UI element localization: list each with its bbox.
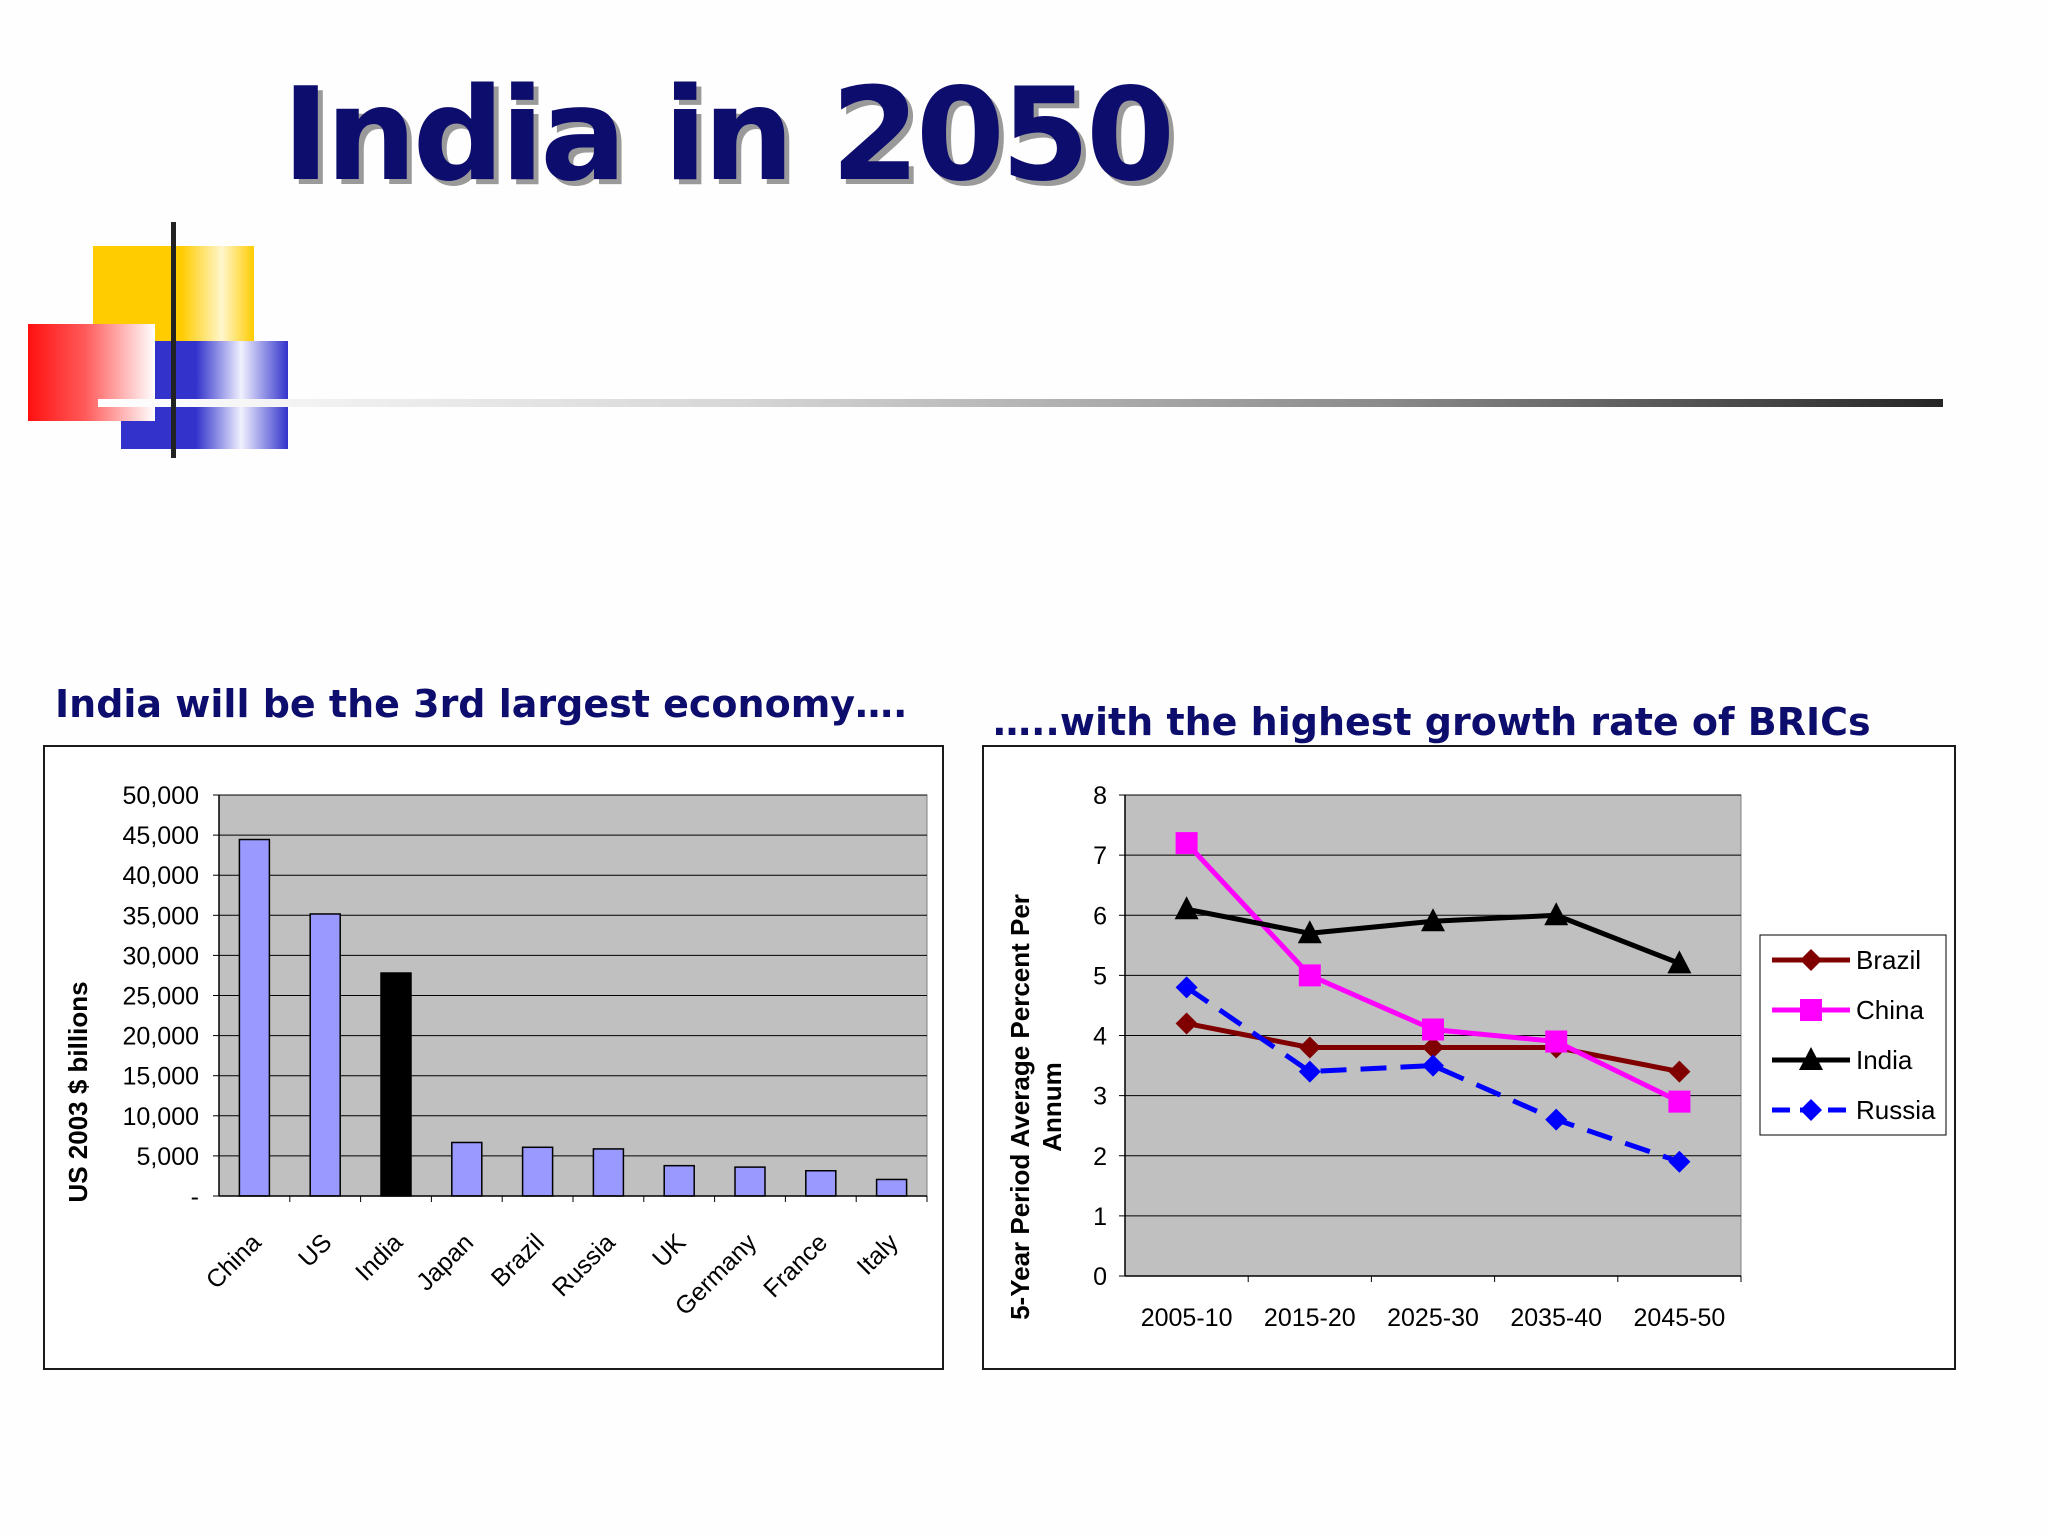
point-russia (1298, 1060, 1321, 1083)
growth-series (1174, 832, 1692, 1173)
bar-india (380, 972, 412, 1197)
growth-x-tick-label: 2045-50 (1634, 1304, 1726, 1332)
legend-marker-russia (1800, 1099, 1822, 1121)
point-china (1668, 1090, 1691, 1113)
gdp-x-tick-label: Italy (852, 1228, 905, 1281)
point-russia (1668, 1150, 1691, 1173)
gdp-x-tick-label: UK (647, 1228, 692, 1273)
gdp-y-tick-label: 45,000 (123, 822, 199, 850)
point-china (1175, 832, 1198, 855)
bar-china (238, 838, 271, 1197)
gdp-x-tick-label: US (293, 1228, 337, 1272)
growth-y-tick-label: 4 (1093, 1023, 1107, 1051)
gdp-y-tick-label: 20,000 (123, 1023, 199, 1051)
growth-axes (1119, 794, 1742, 1282)
gdp-x-tick-label: Japan (411, 1228, 479, 1296)
decor-vertical-rule (171, 222, 176, 458)
growth-y-tick-label: 0 (1093, 1263, 1107, 1291)
gdp-y-tick-label: 50,000 (123, 782, 199, 810)
bar-france (805, 1170, 837, 1197)
point-russia (1175, 976, 1198, 999)
growth-x-tick-label: 2035-40 (1510, 1304, 1602, 1332)
gdp-bar-chart: - 5,000 10,000 15,000 20,000 25,000 30,000 35,0… (63, 782, 928, 1321)
point-china (1545, 1030, 1568, 1053)
gdp-y-tick-labels: - 5,000 10,000 15,000 20,000 25,000 30,000 35,0… (123, 782, 199, 1211)
gdp-axes (213, 794, 928, 1202)
bar-us (309, 913, 341, 1197)
point-china (1298, 964, 1321, 987)
gdp-y-tick-label: 25,000 (123, 983, 199, 1011)
series-india (1174, 896, 1692, 974)
bar-italy (875, 1178, 908, 1197)
gdp-chart-frame: - 5,000 10,000 15,000 20,000 25,000 30,000 35,0… (43, 745, 944, 1370)
point-india (1297, 920, 1322, 944)
growth-legend: Brazil China India Russia (1759, 934, 1947, 1136)
legend-label-india: India (1856, 1045, 1913, 1075)
bar-russia (592, 1148, 625, 1197)
line-russia (1185, 985, 1681, 1165)
growth-y-axis-label-line2: Annum (1037, 1062, 1067, 1152)
growth-y-tick-label: 5 (1093, 962, 1107, 990)
legend-label-brazil: Brazil (1856, 945, 1921, 975)
gdp-y-tick-label: 35,000 (123, 902, 199, 930)
legend-marker-india (1799, 1047, 1823, 1070)
bar-germany (734, 1166, 766, 1197)
legend-label-russia: Russia (1856, 1095, 1936, 1125)
growth-y-tick-label: 3 (1093, 1083, 1107, 1111)
point-india (1544, 902, 1569, 926)
legend-marker-brazil (1800, 949, 1822, 971)
growth-x-tick-label: 2005-10 (1141, 1304, 1233, 1332)
gdp-y-tick-label: 5,000 (136, 1143, 199, 1171)
gdp-x-tick-label: Russia (547, 1228, 621, 1302)
growth-y-tick-label: 2 (1093, 1143, 1107, 1171)
point-china (1422, 1018, 1444, 1041)
gdp-y-tick-label: - (191, 1183, 199, 1211)
growth-x-tick-label: 2015-20 (1264, 1304, 1356, 1332)
left-subtitle: India will be the 3rd largest economy…. (55, 682, 908, 726)
gdp-y-tick-label: 15,000 (123, 1063, 199, 1091)
growth-x-tick-label: 2025-30 (1387, 1304, 1479, 1332)
gdp-x-tick-label: Brazil (486, 1228, 550, 1292)
legend-label-china: China (1856, 995, 1924, 1025)
series-china (1175, 832, 1691, 1113)
slide-title: India in 2050 (282, 61, 1175, 210)
right-subtitle: …..with the highest growth rate of BRICs (993, 700, 1871, 744)
gdp-x-tick-label: India (350, 1228, 408, 1286)
point-brazil (1298, 1036, 1321, 1059)
point-russia (1545, 1108, 1568, 1131)
bar-brazil (521, 1146, 554, 1197)
series-russia (1175, 976, 1691, 1173)
legend-marker-china (1800, 999, 1822, 1021)
growth-y-tick-label: 1 (1093, 1203, 1107, 1231)
gdp-bars (238, 838, 908, 1197)
point-brazil (1668, 1060, 1691, 1083)
bar-uk (663, 1164, 695, 1197)
point-brazil (1422, 1036, 1444, 1059)
growth-y-tick-label: 8 (1093, 782, 1107, 810)
point-india (1421, 908, 1445, 932)
point-russia (1422, 1054, 1444, 1077)
growth-y-tick-labels: 0 1 2 3 4 5 6 7 8 (1093, 782, 1107, 1291)
growth-legend-box (1759, 934, 1947, 1136)
gdp-y-tick-label: 30,000 (123, 942, 199, 970)
bar-japan (451, 1141, 483, 1197)
gdp-x-tick-label: France (758, 1228, 833, 1303)
point-india (1174, 896, 1199, 920)
growth-y-tick-label: 6 (1093, 902, 1107, 930)
gdp-y-tick-label: 40,000 (123, 862, 199, 890)
growth-x-tick-labels: 2005-10 2015-20 2025-30 2035-40 2045-50 (1141, 1304, 1726, 1332)
point-india (1667, 950, 1692, 974)
gdp-y-tick-label: 10,000 (123, 1103, 199, 1131)
series-brazil (1175, 1012, 1691, 1083)
gdp-y-axis-label: US 2003 $ billions (63, 981, 93, 1202)
decor-horizontal-rule (98, 399, 1943, 407)
point-brazil (1175, 1012, 1198, 1035)
growth-y-tick-label: 7 (1093, 842, 1107, 870)
growth-y-axis-label-line1: 5-Year Period Average Percent Per (1005, 894, 1035, 1320)
gdp-x-tick-label: China (201, 1228, 267, 1294)
